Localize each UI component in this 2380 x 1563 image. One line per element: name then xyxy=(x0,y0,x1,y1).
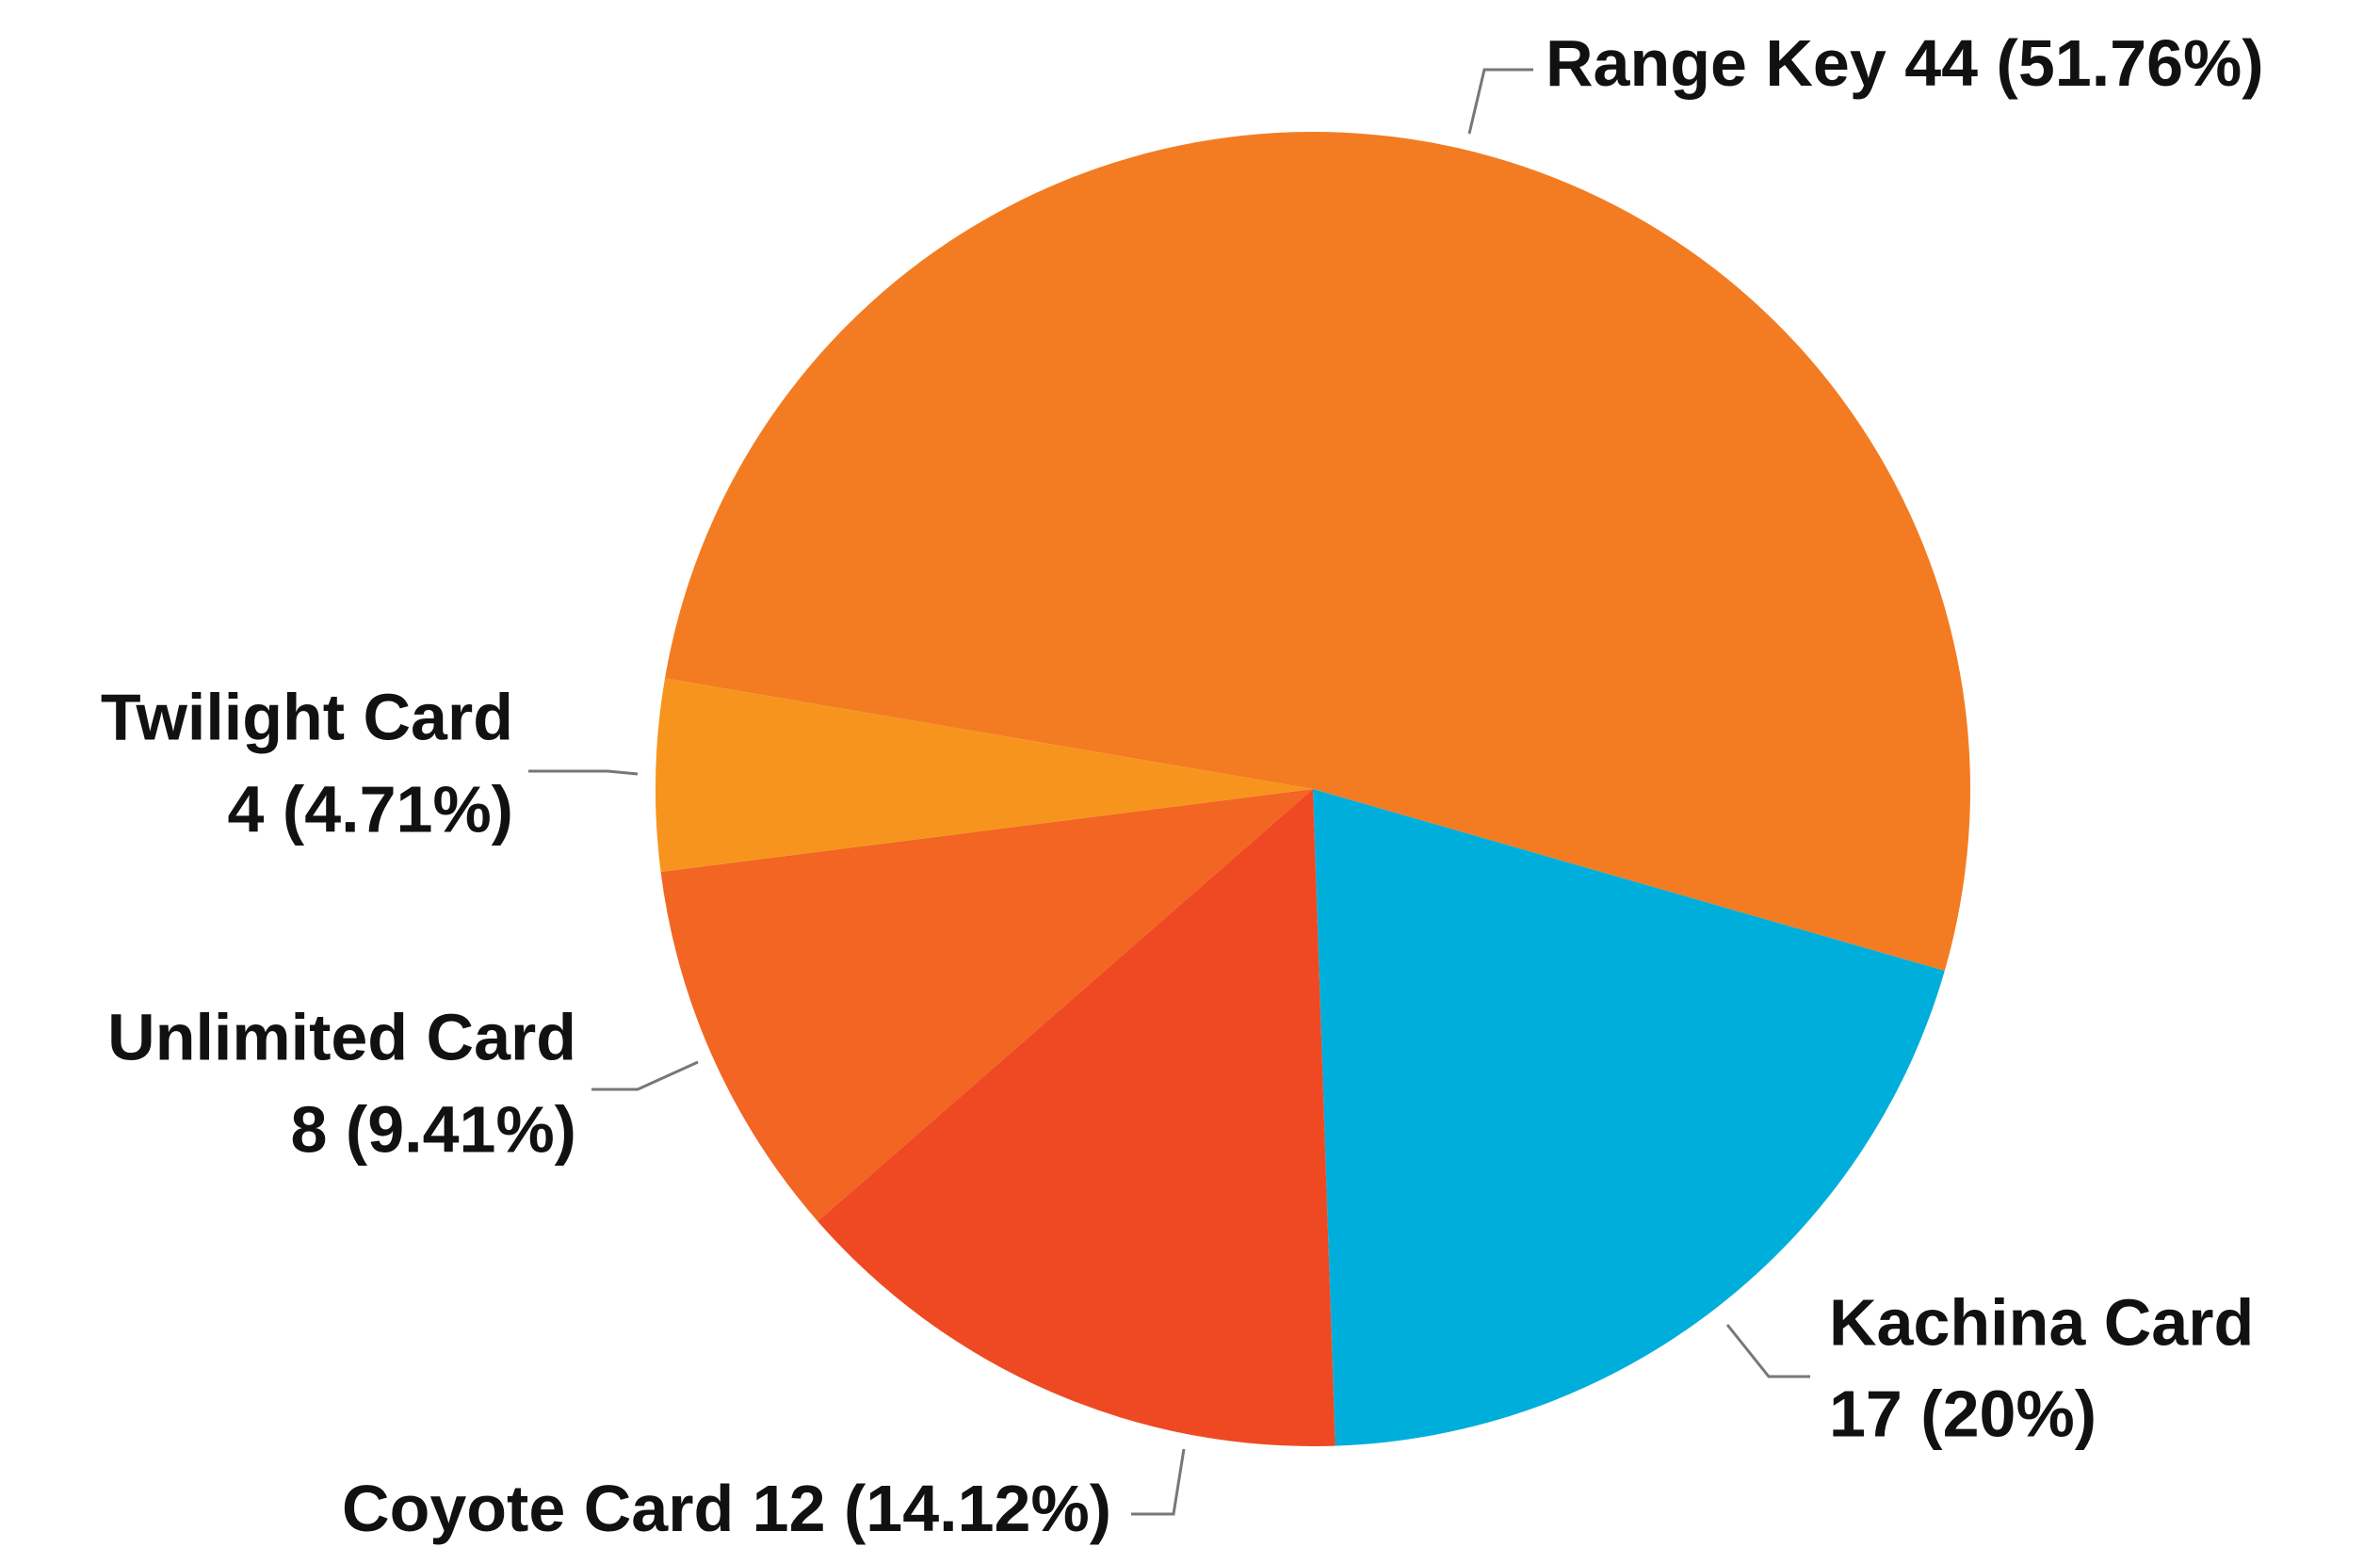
pie-slice xyxy=(664,132,1970,972)
leader-line xyxy=(528,769,639,776)
slice-category: Kachina Card xyxy=(1829,1285,2254,1359)
pie-slice xyxy=(1313,789,1945,1446)
slice-label: Coyote Card 12 (14.12%) xyxy=(342,1472,1111,1545)
leader-line xyxy=(1131,1448,1186,1516)
pie-slice xyxy=(818,789,1336,1446)
slice-value: 8 (9.41%) xyxy=(291,1092,576,1166)
leader-line xyxy=(1725,1324,1810,1378)
slice-value: 4 (4.71%) xyxy=(228,772,513,846)
slice-label: Range Key 44 (51.76%) xyxy=(1546,26,2264,100)
slice-category: Coyote Card xyxy=(342,1472,734,1545)
pie-slice xyxy=(660,789,1313,1222)
leader-line xyxy=(1467,68,1533,135)
leader-line xyxy=(591,1060,699,1091)
pie-slice xyxy=(656,678,1313,872)
slice-value: 44 (51.76%) xyxy=(1904,26,2263,100)
slice-category: Range Key xyxy=(1546,26,1886,100)
slice-category: Twilight Card xyxy=(101,680,513,753)
slice-value: 17 (20%) xyxy=(1829,1377,2097,1450)
slice-value: 12 (14.12%) xyxy=(753,1472,1111,1545)
slice-category: Unlimited Card xyxy=(107,1000,576,1073)
